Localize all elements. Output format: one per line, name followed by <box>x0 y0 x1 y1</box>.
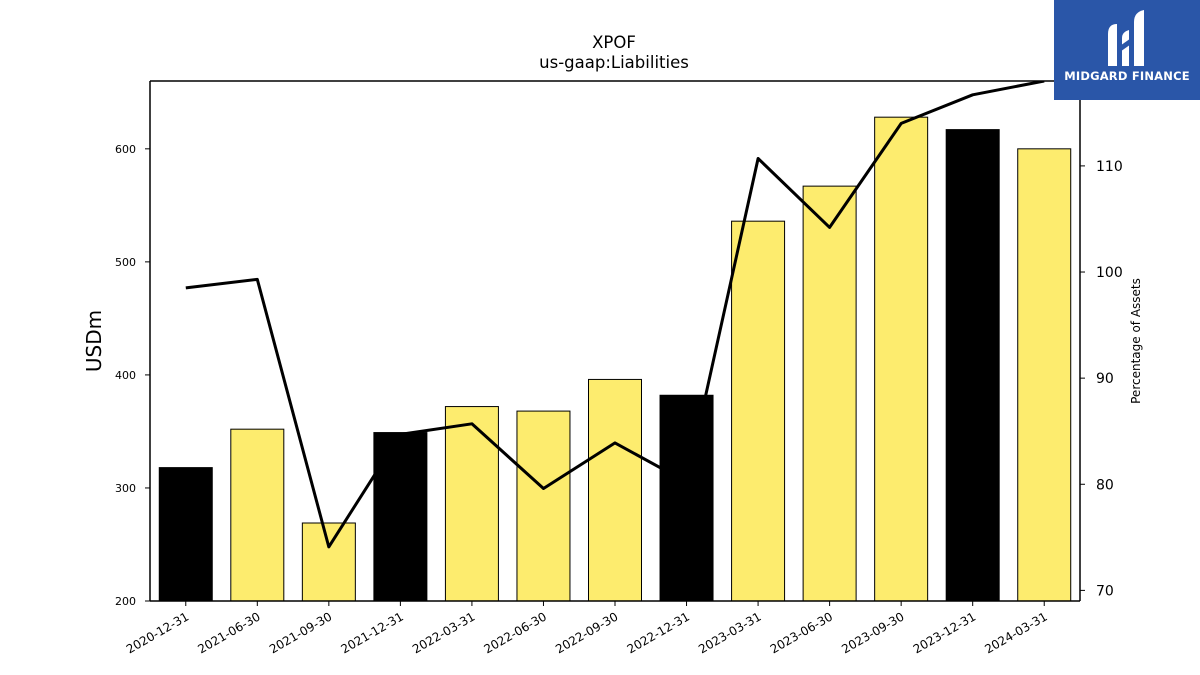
bar-2024-03-31 <box>1017 148 1072 602</box>
x-tick-label: 2023-12-31 <box>911 609 978 656</box>
x-ticks-group: 2020-12-31 2021-06-30 2021-09-30 2021-12-31… <box>124 601 1050 656</box>
y2-tick-label: 90 <box>1096 371 1114 387</box>
x-tick-label: 2024-03-31 <box>982 609 1049 656</box>
y-tick-label: 500 <box>115 256 136 269</box>
y2-axis-label: Percentage of Assets <box>1129 278 1143 404</box>
bars-group <box>158 116 1072 602</box>
y-tick-label: 300 <box>115 482 136 495</box>
x-tick-label: 2021-06-30 <box>195 609 262 656</box>
bar-2023-09-30 <box>874 116 929 602</box>
y-ticks-group: 200 300 400 500 600 <box>115 143 150 608</box>
y2-tick-label: 110 <box>1096 159 1123 175</box>
bar-2023-06-30 <box>802 185 857 602</box>
bar-2022-09-30 <box>588 378 642 602</box>
bar-2020-12-31 <box>158 467 213 602</box>
logo-badge: MIDGARD FINANCE <box>1054 0 1200 100</box>
x-tick-label: 2021-12-31 <box>338 609 405 656</box>
x-tick-label: 2023-03-31 <box>696 609 763 656</box>
y-tick-label: 600 <box>115 143 136 156</box>
y-axis-label: USDm <box>82 310 106 372</box>
y2-ticks-group: 70 80 90 100 110 <box>1080 159 1123 599</box>
chart-subtitle: us-gaap:Liabilities <box>539 53 689 72</box>
line-group <box>185 81 1045 549</box>
bar-2023-03-31 <box>731 220 786 602</box>
x-tick-label: 2022-12-31 <box>625 609 692 656</box>
bar-2022-06-30 <box>516 410 571 602</box>
x-tick-label: 2023-06-30 <box>768 609 835 656</box>
x-tick-label: 2023-09-30 <box>839 609 906 656</box>
x-tick-label: 2022-03-31 <box>410 609 477 656</box>
x-tick-label: 2022-09-30 <box>553 609 620 656</box>
logo-text: MIDGARD FINANCE <box>1064 69 1190 83</box>
x-tick-label: 2020-12-31 <box>124 609 191 656</box>
x-tick-label: 2021-09-30 <box>267 609 334 656</box>
bar-2022-03-31 <box>444 406 499 602</box>
y2-tick-label: 70 <box>1096 583 1114 599</box>
bar-2021-09-30 <box>301 522 356 602</box>
y-tick-label: 200 <box>115 595 136 608</box>
x-tick-label: 2022-06-30 <box>482 609 549 656</box>
midgard-logo-icon <box>1108 10 1144 66</box>
bar-2021-06-30 <box>230 428 285 602</box>
chart-title: XPOF <box>592 33 636 52</box>
y-tick-label: 400 <box>115 369 136 382</box>
bar-2022-12-31 <box>659 394 714 602</box>
y2-tick-label: 80 <box>1096 477 1114 493</box>
bar-2021-12-31 <box>373 432 428 602</box>
bar-2023-12-31 <box>945 129 1000 602</box>
y2-tick-label: 100 <box>1096 265 1123 281</box>
